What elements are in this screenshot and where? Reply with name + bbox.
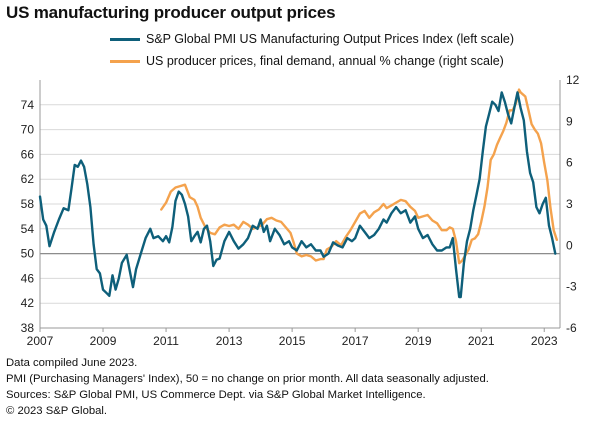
x-tick-label-2007: 2007	[27, 334, 54, 348]
x-tick-label-2023: 2023	[531, 334, 558, 348]
x-tick-label-2011: 2011	[153, 334, 179, 348]
right-tick-label-9: 9	[566, 114, 573, 128]
right-tick-label-12: 12	[566, 73, 580, 87]
left-tick-label-46: 46	[21, 271, 35, 285]
series-line-pmi	[38, 91, 557, 299]
right-tick-label--6: -6	[566, 321, 577, 335]
left-tick-label-62: 62	[21, 172, 35, 186]
footnotes: Data compiled June 2023. PMI (Purchasing…	[6, 355, 489, 419]
right-tick-label-3: 3	[566, 197, 573, 211]
left-tick-label-42: 42	[21, 296, 35, 310]
footnote-pmi-definition: PMI (Purchasing Managers' Index), 50 = n…	[6, 373, 489, 385]
legend-item-pmi: S&P Global PMI US Manufacturing Output P…	[110, 32, 514, 46]
right-tick-label-0: 0	[566, 238, 573, 252]
left-tick-label-38: 38	[21, 321, 35, 335]
x-tick-label-2019: 2019	[405, 334, 432, 348]
left-tick-label-74: 74	[21, 98, 35, 112]
footnote-copyright: © 2023 S&P Global.	[6, 405, 108, 417]
chart-title: US manufacturing producer output prices	[6, 3, 336, 22]
x-tick-label-2015: 2015	[279, 334, 306, 348]
left-tick-label-66: 66	[21, 147, 35, 161]
right-tick-label--3: -3	[566, 280, 577, 294]
x-tick-label-2017: 2017	[342, 334, 369, 348]
series-line-ppi	[160, 88, 558, 265]
left-tick-label-54: 54	[21, 222, 35, 236]
legend-label-pmi: S&P Global PMI US Manufacturing Output P…	[146, 32, 514, 46]
footnote-compiled: Data compiled June 2023.	[6, 357, 138, 369]
left-tick-label-58: 58	[21, 197, 35, 211]
x-tick-label-2013: 2013	[216, 334, 243, 348]
left-tick-label-50: 50	[21, 247, 35, 261]
legend-swatch-ppi	[110, 59, 140, 63]
legend-swatch-pmi	[110, 37, 140, 41]
left-tick-label-70: 70	[21, 123, 35, 137]
x-tick-label-2009: 2009	[90, 334, 117, 348]
right-tick-label-6: 6	[566, 156, 573, 170]
legend-item-ppi: US producer prices, final demand, annual…	[110, 54, 504, 68]
x-tick-label-2021: 2021	[468, 334, 495, 348]
legend-label-ppi: US producer prices, final demand, annual…	[146, 54, 504, 68]
footnote-sources: Sources: S&P Global PMI, US Commerce Dep…	[6, 389, 426, 401]
